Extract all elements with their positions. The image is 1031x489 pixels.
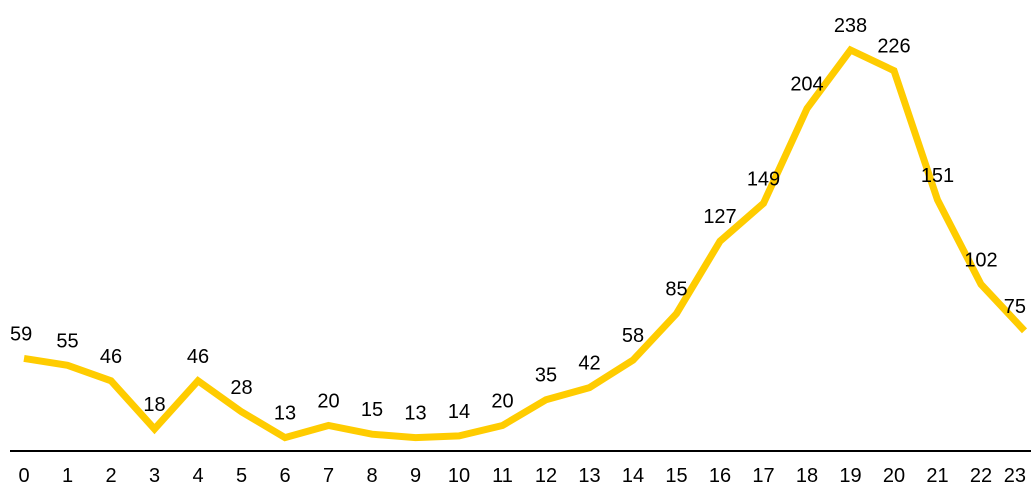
x-tick-label: 6 xyxy=(279,465,290,487)
x-tick-label: 11 xyxy=(492,465,513,487)
data-label: 149 xyxy=(747,168,780,190)
x-tick-label: 16 xyxy=(709,465,731,487)
data-label-layer: 59 55 46 18 46 28 13 20 15 13 14 20 35 42 58 85 127 149 20… xyxy=(10,15,1026,425)
data-label: 85 xyxy=(665,279,687,301)
x-tick-label: 20 xyxy=(883,465,905,487)
x-tick-label: 10 xyxy=(448,465,470,487)
data-label: 58 xyxy=(622,325,644,347)
x-tick-label: 14 xyxy=(622,465,644,487)
series-line xyxy=(23,45,1028,442)
data-label: 15 xyxy=(361,399,383,421)
data-label: 46 xyxy=(187,346,209,368)
data-label: 204 xyxy=(790,74,823,96)
data-label: 18 xyxy=(143,394,165,416)
data-label: 102 xyxy=(964,249,997,271)
x-tick-label: 4 xyxy=(192,465,203,487)
x-tick-layer: 0 1 2 3 4 5 6 7 8 9 10 11 12 13 14 15 16 17 18 19 20 21 22 23 xyxy=(18,465,1026,487)
x-tick-label: 17 xyxy=(752,465,774,487)
x-tick-label: 5 xyxy=(236,465,247,487)
data-label: 13 xyxy=(274,403,296,425)
x-tick-label: 15 xyxy=(665,465,687,487)
data-label: 75 xyxy=(1004,296,1026,318)
data-label: 127 xyxy=(703,206,736,228)
data-label: 20 xyxy=(491,391,513,413)
x-tick-label: 9 xyxy=(410,465,421,487)
data-label: 151 xyxy=(921,165,954,187)
data-label: 46 xyxy=(100,346,122,368)
x-tick-label: 1 xyxy=(62,465,73,487)
x-tick-label: 23 xyxy=(1004,465,1026,487)
x-tick-label: 12 xyxy=(535,465,557,487)
x-tick-label: 19 xyxy=(839,465,861,487)
data-label: 226 xyxy=(877,36,910,58)
x-tick-label: 2 xyxy=(105,465,116,487)
data-label: 55 xyxy=(56,330,78,352)
data-label: 20 xyxy=(317,391,339,413)
x-tick-label: 0 xyxy=(18,465,29,487)
x-tick-label: 22 xyxy=(970,465,992,487)
series-layer xyxy=(23,45,1028,442)
data-label: 14 xyxy=(448,401,470,423)
data-label: 238 xyxy=(834,15,867,37)
x-tick-label: 7 xyxy=(323,465,334,487)
data-label: 35 xyxy=(535,365,557,387)
data-label: 28 xyxy=(230,377,252,399)
data-label: 42 xyxy=(578,353,600,375)
x-tick-label: 13 xyxy=(578,465,600,487)
x-tick-label: 21 xyxy=(926,465,948,487)
x-tick-label: 8 xyxy=(366,465,377,487)
data-label: 59 xyxy=(10,323,32,345)
x-tick-label: 18 xyxy=(796,465,818,487)
x-tick-label: 3 xyxy=(149,465,160,487)
data-label: 13 xyxy=(404,403,426,425)
